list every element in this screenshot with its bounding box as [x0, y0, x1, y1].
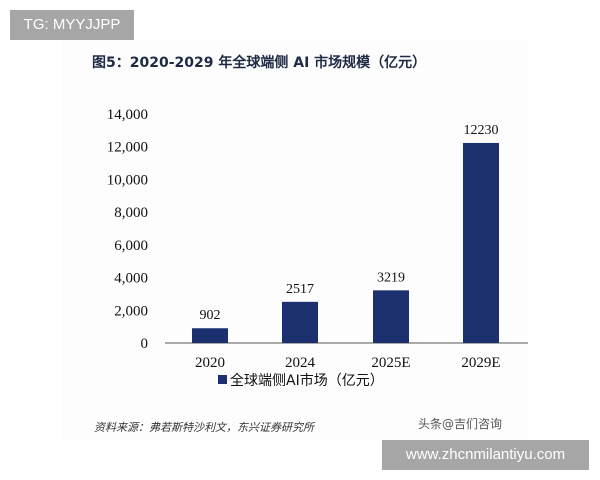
source-note: 资料来源：弗若斯特沙利文，东兴证券研究所	[94, 421, 314, 434]
data-label: 902	[200, 308, 221, 323]
x-tick-label: 2020	[195, 355, 225, 371]
top-tag: TG: MYYJJPP	[10, 10, 134, 40]
data-label: 12230	[464, 123, 499, 138]
x-tick-label: 2024	[285, 355, 316, 371]
bar-2025E	[373, 290, 409, 343]
bottom-url-tag: www.zhcnmilantiyu.com	[382, 440, 589, 470]
data-label: 2517	[286, 282, 314, 297]
y-tick-label: 14,000	[107, 107, 148, 123]
chart-title: 图5：2020-2029 年全球端侧 AI 市场规模（亿元）	[92, 55, 427, 71]
y-tick-label: 2,000	[114, 303, 148, 319]
data-label: 3219	[377, 270, 405, 285]
y-tick-label: 8,000	[114, 205, 148, 221]
legend-label: 全球端侧AI市场（亿元）	[230, 372, 384, 389]
legend-swatch	[218, 375, 227, 384]
x-tick-label: 2029E	[461, 355, 500, 371]
y-tick-label: 0	[141, 336, 149, 352]
x-tick-label: 2025E	[371, 355, 410, 371]
y-tick-label: 12,000	[107, 140, 148, 156]
watermark: 头条@吉们咨询	[418, 417, 503, 431]
chart-frame	[62, 40, 528, 440]
y-tick-label: 4,000	[114, 271, 148, 287]
y-tick-label: 6,000	[114, 238, 148, 254]
y-tick-label: 10,000	[107, 172, 148, 188]
bar-2024	[282, 301, 318, 343]
bar-2029E	[463, 142, 499, 343]
bar-2020	[192, 328, 228, 343]
